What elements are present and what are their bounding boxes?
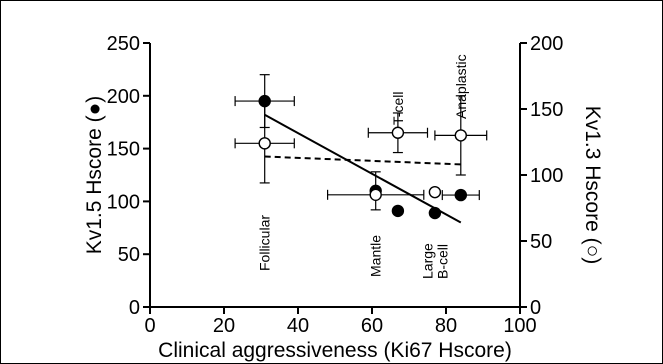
category-labels: Follicular Mantle T-cell LargeB-cell Anaplas… bbox=[257, 54, 469, 279]
left-y-tick-label: 100 bbox=[107, 191, 140, 213]
category-label: Anaplastic bbox=[453, 54, 469, 119]
kv13-point bbox=[258, 137, 271, 150]
category-label: T-cell bbox=[390, 92, 406, 125]
kv15-point bbox=[428, 206, 442, 220]
category-label: Follicular bbox=[257, 215, 273, 271]
kv13-point bbox=[369, 188, 382, 202]
right-y-tick-label: 0 bbox=[530, 297, 541, 319]
left-y-tick-label: 150 bbox=[107, 139, 140, 161]
left-y-tick-label: 200 bbox=[107, 86, 140, 108]
category-label: Mantle bbox=[368, 235, 384, 277]
left-y-tick-label: 0 bbox=[129, 297, 140, 319]
left-y-tick-label: 250 bbox=[107, 33, 140, 55]
kv13-point bbox=[454, 129, 467, 142]
right-y-tick-label: 150 bbox=[530, 99, 563, 121]
kv13-point bbox=[428, 185, 442, 199]
kv13-point bbox=[391, 126, 405, 139]
x-tick-label: 20 bbox=[213, 315, 235, 337]
left-y-axis-title: Kv1.5 Hscore (●) bbox=[83, 96, 106, 255]
kv15-point bbox=[258, 94, 271, 108]
right-y-tick-label: 50 bbox=[530, 231, 552, 253]
x-tick-label: 40 bbox=[287, 315, 309, 337]
error-bars bbox=[234, 74, 488, 211]
kv15-point bbox=[391, 204, 405, 218]
trendlines bbox=[264, 113, 462, 224]
kv15-trendline bbox=[264, 113, 462, 224]
x-axis-title: Clinical aggressiveness (Ki67 Hscore) bbox=[158, 339, 512, 362]
category-label: LargeB-cell bbox=[419, 243, 450, 279]
x-tick-label: 60 bbox=[361, 315, 383, 337]
x-tick-label: 0 bbox=[144, 315, 155, 337]
kv15-point bbox=[454, 188, 467, 202]
kv13-trendline bbox=[264, 155, 461, 166]
right-y-tick-label: 200 bbox=[530, 33, 563, 55]
x-tick-label: 100 bbox=[503, 315, 536, 337]
data-points bbox=[258, 94, 467, 220]
right-y-tick-label: 100 bbox=[530, 165, 563, 187]
right-y-axis-title: Kv1.3 Hscore (○) bbox=[581, 106, 604, 265]
left-y-tick-label: 50 bbox=[118, 244, 140, 266]
x-tick-label: 80 bbox=[435, 315, 457, 337]
